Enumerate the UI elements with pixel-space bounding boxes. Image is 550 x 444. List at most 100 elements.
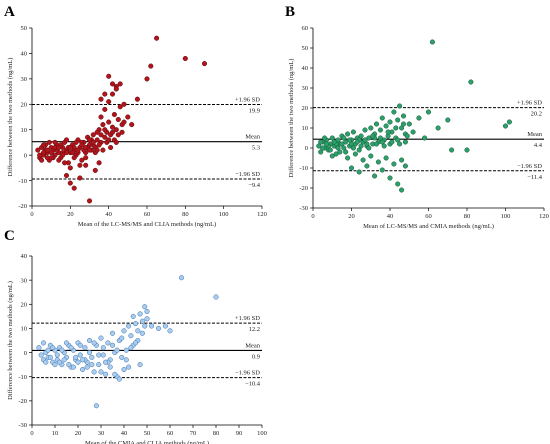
data-point (73, 354, 79, 360)
data-point (96, 362, 102, 368)
data-point (77, 162, 83, 168)
data-point (395, 181, 401, 187)
data-point (416, 115, 422, 121)
data-point (98, 369, 104, 375)
data-point (213, 294, 219, 300)
data-point (57, 359, 63, 365)
x-tick-label: 100 (501, 213, 511, 220)
y-tick-label: -20 (299, 185, 308, 192)
x-tick-label: 40 (121, 430, 128, 437)
data-point (354, 139, 360, 145)
data-point (341, 135, 347, 141)
y-tick-label: 20 (21, 301, 28, 308)
data-point (113, 127, 119, 133)
data-point (144, 76, 150, 82)
data-point (40, 150, 47, 156)
data-point (67, 180, 73, 186)
data-point (445, 117, 451, 123)
data-point (123, 347, 129, 353)
x-axis-title: Mean of the LC-MS/MS and CLIA methods (n… (78, 221, 216, 228)
data-point (102, 134, 108, 140)
data-point (126, 364, 132, 370)
data-point (63, 150, 70, 156)
upper-loa-label: +1.96 SD (235, 97, 260, 104)
data-point (116, 376, 122, 382)
data-point (56, 157, 62, 163)
data-point (356, 169, 362, 175)
data-point (103, 359, 109, 365)
x-tick-label: 80 (213, 430, 220, 437)
data-point (155, 325, 162, 331)
data-point (105, 340, 111, 346)
data-point (70, 364, 76, 370)
data-point (402, 163, 408, 169)
data-point (89, 354, 95, 360)
data-point (100, 147, 106, 153)
data-point (77, 175, 83, 181)
data-point (98, 132, 104, 138)
x-tick-label: 70 (190, 430, 197, 437)
x-tick-label: 40 (105, 211, 112, 218)
y-axis-title: Difference between the two methods (ng/m… (7, 58, 14, 177)
mean-label: Mean (245, 342, 261, 349)
data-point (373, 141, 380, 147)
data-point (358, 143, 364, 149)
x-tick-label: 120 (257, 211, 267, 218)
data-point (63, 137, 70, 143)
data-point (449, 147, 455, 153)
data-point (39, 157, 45, 163)
data-point (391, 109, 397, 115)
x-tick-label: 50 (144, 430, 151, 437)
y-axis-title: Difference between the two methods (ng/m… (288, 59, 295, 178)
data-point (132, 321, 139, 327)
data-point (117, 81, 123, 87)
data-point (113, 139, 119, 145)
x-tick-label: 20 (348, 213, 355, 220)
data-point (83, 155, 89, 161)
data-point (381, 143, 387, 149)
data-point (45, 347, 51, 353)
data-point (100, 352, 106, 358)
data-point (86, 350, 93, 356)
data-point (98, 114, 104, 120)
lower-loa-value: −9.4 (248, 182, 261, 189)
data-point (425, 109, 432, 115)
y-tick-label: 50 (21, 25, 28, 32)
data-point (379, 167, 385, 173)
y-tick-label: 10 (302, 125, 309, 132)
data-point (113, 86, 119, 92)
data-point (98, 335, 104, 341)
data-point (54, 352, 60, 358)
y-tick-label: 50 (302, 45, 309, 52)
data-point (52, 139, 58, 145)
data-point (370, 133, 376, 139)
x-tick-label: 90 (236, 430, 243, 437)
y-tick-label: 30 (302, 85, 309, 92)
data-point (383, 155, 389, 161)
data-point (90, 139, 96, 145)
data-point (137, 362, 143, 368)
data-point (132, 340, 139, 346)
data-point (375, 159, 381, 165)
data-point (331, 139, 337, 145)
data-point (63, 340, 70, 346)
data-point (80, 357, 86, 363)
data-point (372, 173, 378, 179)
x-tick-label: 10 (52, 430, 59, 437)
data-point (69, 150, 75, 156)
data-point (68, 345, 74, 351)
data-point (154, 35, 160, 41)
y-tick-label: -30 (299, 205, 308, 212)
data-point (44, 147, 50, 153)
x-tick-label: 0 (30, 211, 33, 218)
data-point (84, 364, 90, 370)
data-point (71, 155, 77, 161)
data-point (377, 127, 383, 133)
data-point (108, 144, 114, 151)
data-point (94, 129, 100, 135)
data-point (119, 354, 125, 360)
data-point (52, 362, 58, 368)
x-axis-title: Mean of LC-MS/MS and CMIA methods (ng/mL… (363, 223, 494, 230)
data-point (323, 141, 330, 147)
data-point (92, 167, 98, 173)
